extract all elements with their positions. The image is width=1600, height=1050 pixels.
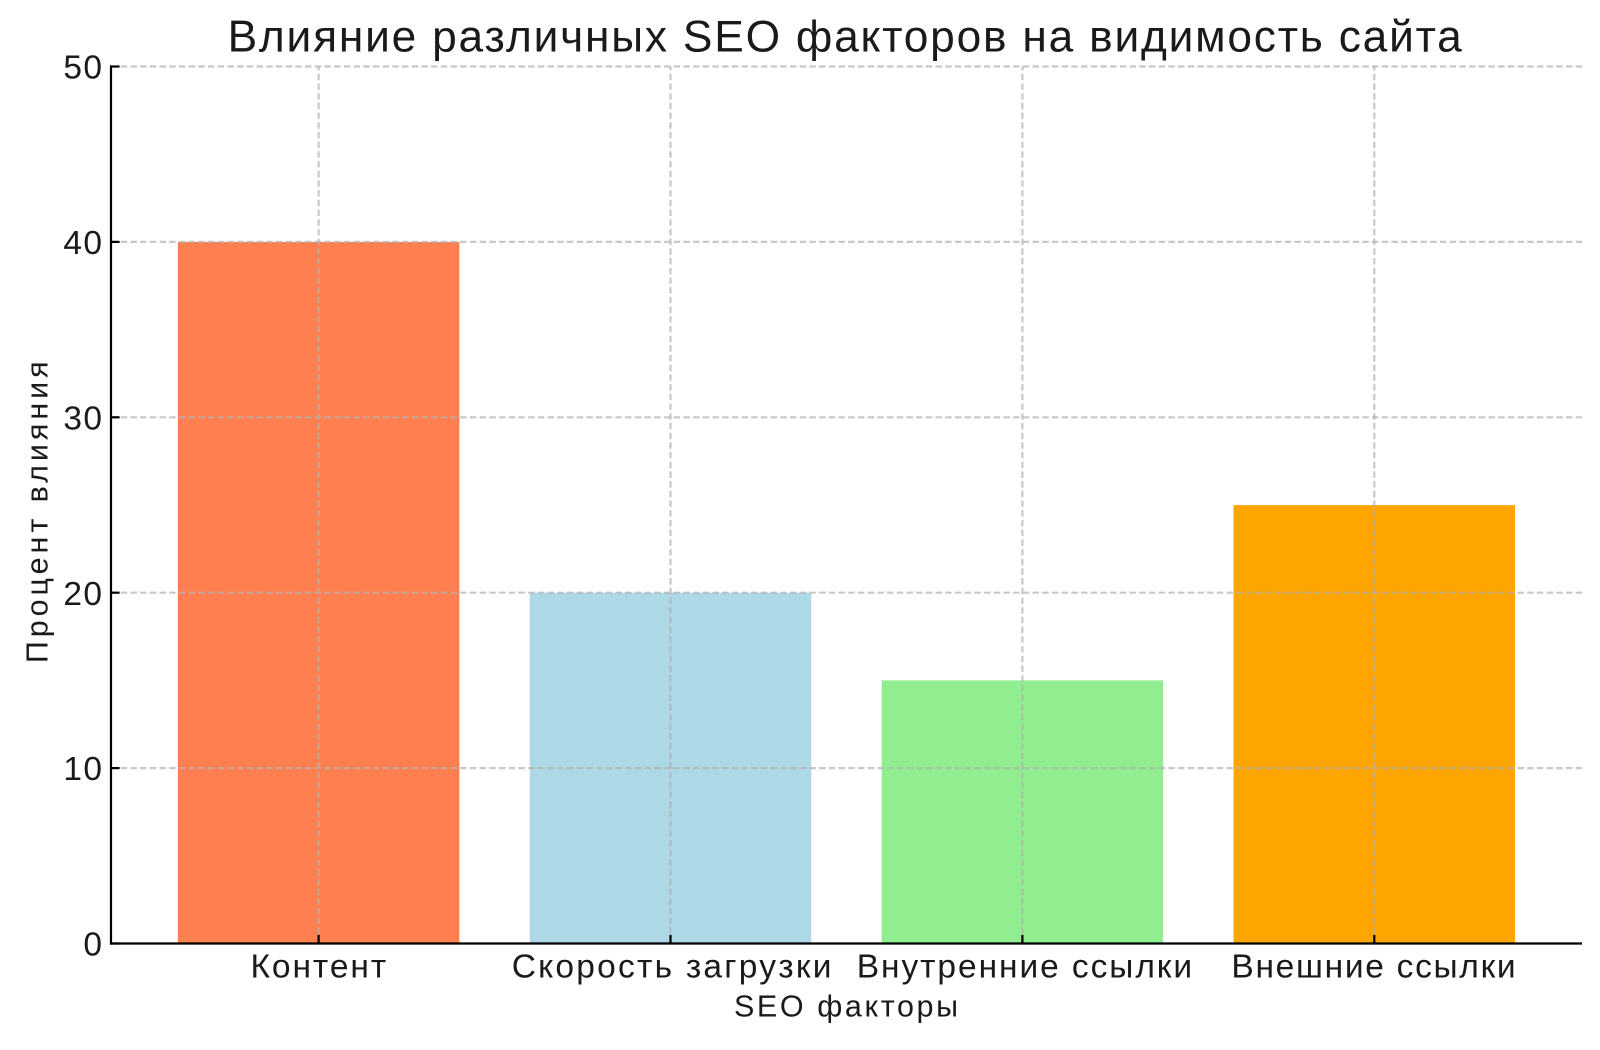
svg-text:Скорость загрузки: Скорость загрузки [512,949,834,986]
svg-text:10: 10 [63,751,103,788]
svg-text:Влияние различных SEO факторов: Влияние различных SEO факторов на видимо… [228,12,1464,61]
svg-text:50: 50 [63,50,103,87]
svg-text:Контент: Контент [250,949,388,986]
svg-text:40: 40 [63,225,103,262]
svg-text:30: 30 [63,400,103,437]
svg-text:SEO факторы: SEO факторы [734,990,961,1024]
svg-text:Внутренние ссылки: Внутренние ссылки [857,949,1194,986]
svg-text:0: 0 [83,927,103,964]
svg-text:20: 20 [63,576,103,613]
svg-text:Процент влияния: Процент влияния [21,357,55,663]
svg-text:Внешние ссылки: Внешние ссылки [1231,949,1517,986]
